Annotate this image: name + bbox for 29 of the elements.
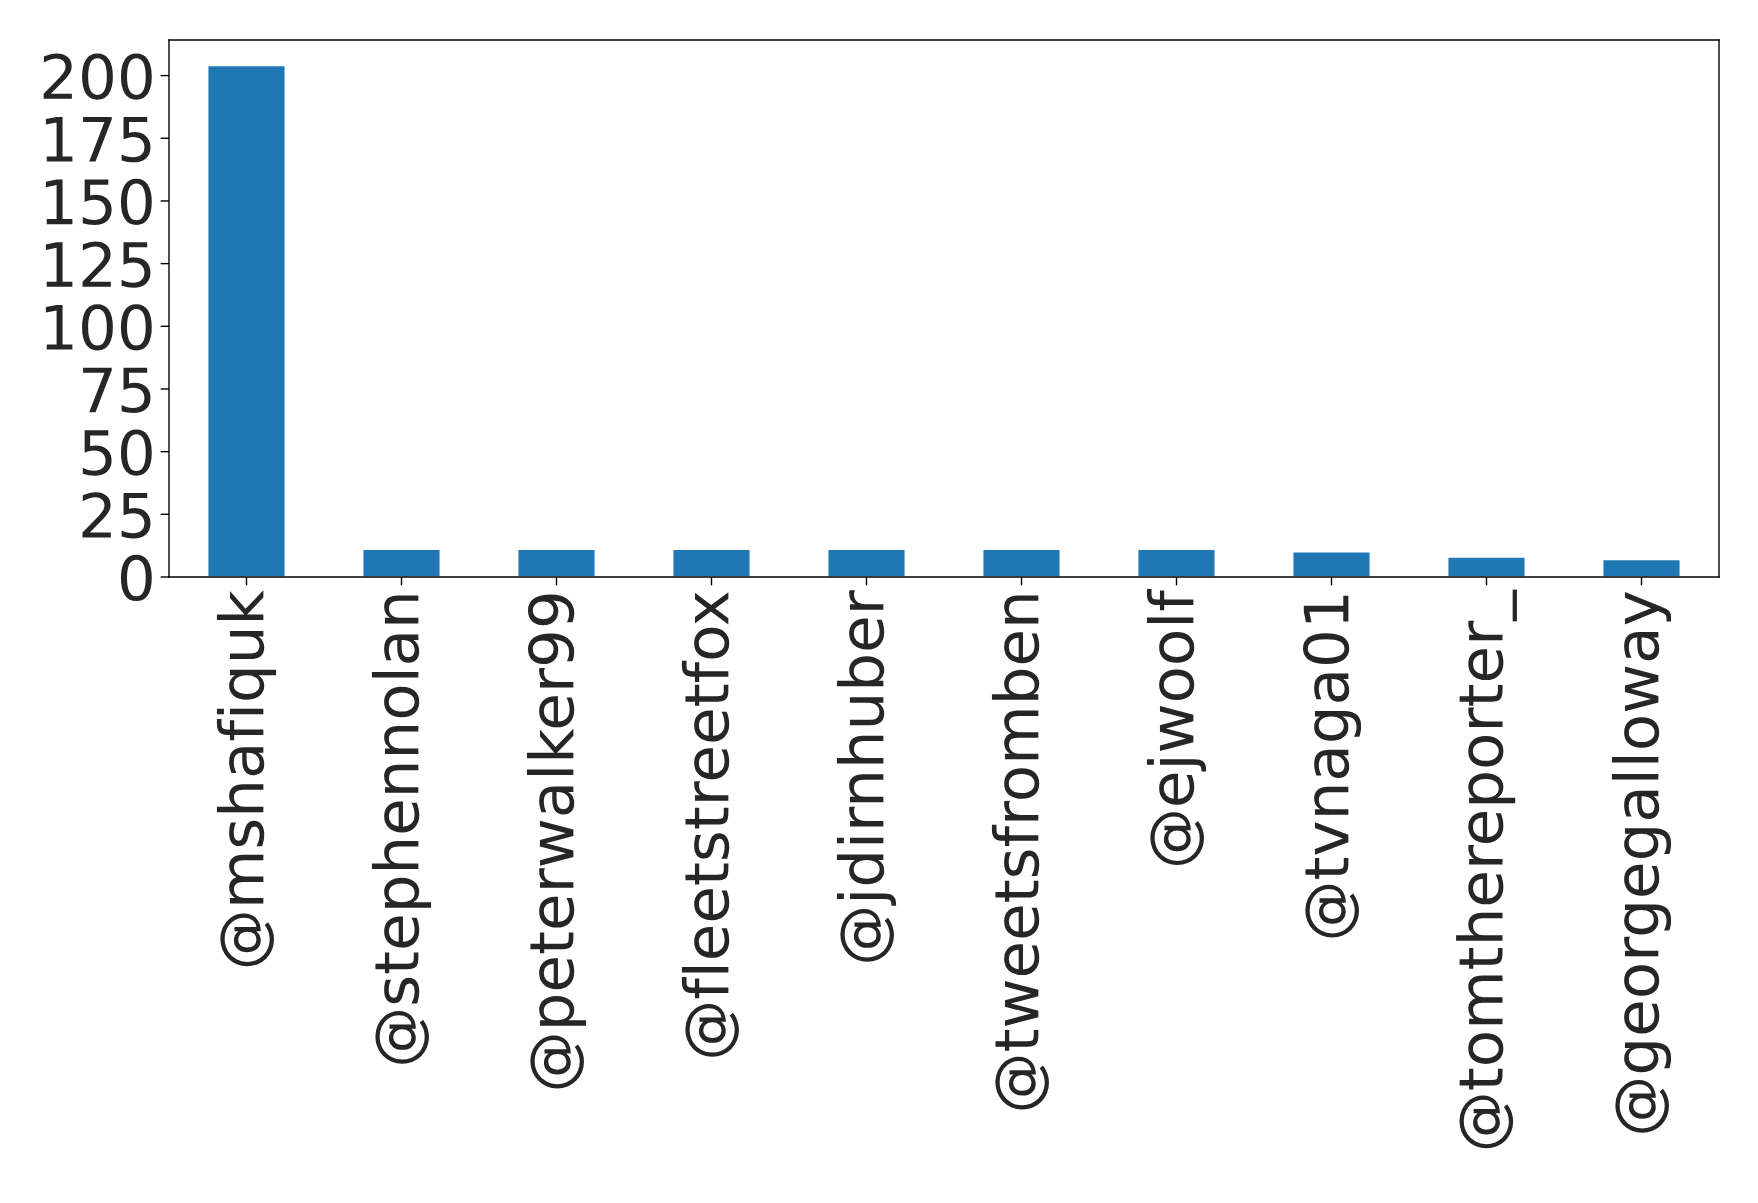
y-tick-label: 50 bbox=[82, 429, 152, 476]
y-tick-label: 125 bbox=[45, 241, 151, 288]
bar bbox=[1447, 556, 1526, 577]
bar bbox=[982, 548, 1061, 577]
bar bbox=[207, 64, 286, 577]
x-tick-label: @tvnaga01 bbox=[1303, 595, 1362, 938]
y-tick-label: 175 bbox=[45, 116, 151, 163]
y-tick-label: 100 bbox=[45, 304, 152, 351]
bar bbox=[1292, 551, 1371, 577]
bar bbox=[517, 548, 596, 577]
x-tick-label: @peterwalker99 bbox=[526, 594, 587, 1089]
x-tick-label: @tweetsfromben bbox=[991, 595, 1049, 1110]
y-tick-label: 200 bbox=[43, 53, 152, 100]
x-tick-label: @fleetstreetfox bbox=[681, 592, 739, 1057]
x-tick-label: @jdirnhuber bbox=[836, 590, 897, 962]
bar bbox=[827, 548, 906, 577]
y-tick-label: 0 bbox=[120, 554, 152, 602]
bar bbox=[1137, 548, 1216, 577]
y-tick-label: 75 bbox=[83, 367, 151, 414]
x-tick-label: @ejwoolf bbox=[1146, 589, 1207, 866]
bar bbox=[1602, 558, 1681, 577]
bar bbox=[362, 548, 441, 577]
x-tick-label: @mshafiquk bbox=[216, 590, 277, 967]
y-tick-label: 150 bbox=[45, 178, 152, 226]
bar bbox=[672, 548, 751, 577]
x-tick-label: @georgegalloway bbox=[1611, 592, 1672, 1133]
x-tick-label: @tomthereporter_ bbox=[1456, 589, 1517, 1149]
y-tick-label: 25 bbox=[82, 492, 151, 539]
x-tick-label: @stephennolan bbox=[371, 595, 432, 1064]
